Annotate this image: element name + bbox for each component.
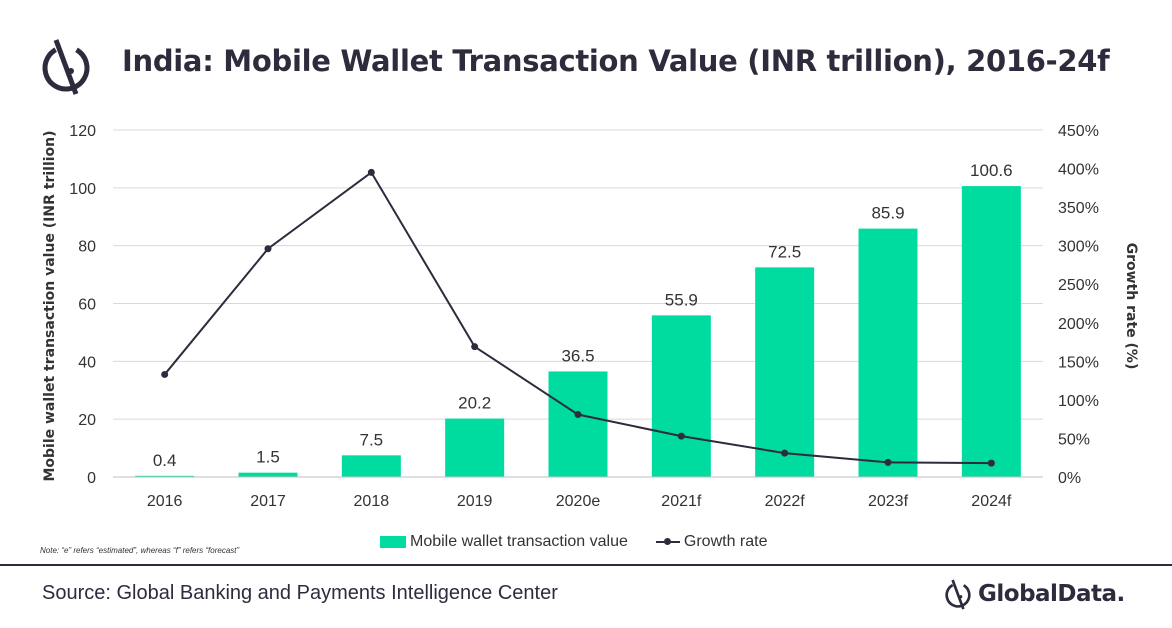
header: India: Mobile Wallet Transaction Value (… bbox=[0, 0, 1172, 110]
legend-swatch-line bbox=[655, 538, 680, 545]
chart-title: India: Mobile Wallet Transaction Value (… bbox=[122, 44, 1110, 78]
legend-label-growth: Growth rate bbox=[683, 533, 768, 550]
x-tick-label: 2021f bbox=[661, 493, 702, 510]
y2-tick-label: 50% bbox=[1058, 431, 1090, 448]
bar bbox=[135, 475, 195, 477]
bar-value-label: 7.5 bbox=[360, 430, 384, 449]
y2-tick-label: 100% bbox=[1058, 393, 1099, 410]
bar bbox=[238, 472, 298, 477]
x-tick-label: 2016 bbox=[147, 493, 183, 510]
bar bbox=[341, 455, 401, 477]
legend: Mobile wallet transaction value Growth r… bbox=[380, 531, 767, 553]
footer-divider bbox=[0, 564, 1172, 566]
legend-item-value: Mobile wallet transaction value bbox=[380, 533, 628, 551]
bar-value-label: 36.5 bbox=[561, 346, 594, 365]
legend-swatch-bar bbox=[380, 536, 406, 548]
brand-logo: GlobalData. bbox=[944, 577, 1125, 611]
y-tick-label: 0 bbox=[87, 470, 96, 487]
growth-line-layer bbox=[161, 168, 995, 467]
y2-tick-label: 250% bbox=[1058, 277, 1099, 294]
y2-tick-label: 0% bbox=[1058, 470, 1081, 487]
left-axis-ticks: 0 20 40 60 80 100 120 bbox=[69, 123, 96, 487]
growth-point bbox=[987, 459, 995, 467]
y2-axis-label: Growth rate (%) bbox=[1123, 243, 1139, 370]
bar-value-label: 20.2 bbox=[458, 394, 491, 413]
x-tick-label: 2024f bbox=[971, 493, 1012, 510]
source-text: Source: Global Banking and Payments Inte… bbox=[42, 582, 558, 604]
y2-tick-label: 400% bbox=[1058, 162, 1099, 179]
bar bbox=[961, 186, 1021, 477]
legend-item-growth: Growth rate bbox=[655, 533, 768, 551]
x-tick-label: 2019 bbox=[457, 493, 493, 510]
y-tick-label: 100 bbox=[69, 181, 96, 198]
globaldata-symbol-icon bbox=[42, 39, 90, 95]
brand-name: GlobalData. bbox=[978, 581, 1125, 607]
bar-value-label: 1.5 bbox=[256, 448, 280, 467]
growth-point bbox=[367, 168, 375, 176]
x-tick-label: 2018 bbox=[354, 493, 390, 510]
y-tick-label: 80 bbox=[78, 239, 96, 256]
y2-tick-label: 450% bbox=[1058, 123, 1099, 140]
bar-value-label: 85.9 bbox=[871, 204, 904, 223]
y-tick-label: 40 bbox=[78, 354, 96, 371]
bar bbox=[858, 228, 918, 477]
x-tick-label: 2022f bbox=[765, 493, 806, 510]
bar-value-label: 100.6 bbox=[970, 161, 1013, 180]
footnote: Note: “e” refers “estimated”, whereas “f… bbox=[40, 546, 240, 555]
growth-point bbox=[884, 458, 892, 466]
x-tick-label: 2020e bbox=[556, 493, 601, 510]
y-axis-label: Mobile wallet transaction value (INR tri… bbox=[42, 130, 58, 481]
right-axis-ticks: 0% 50% 100% 150% 200% 250% 300% 350% 400% 450% bbox=[1058, 123, 1099, 487]
y-tick-label: 120 bbox=[69, 123, 96, 140]
x-tick-label: 2017 bbox=[250, 493, 286, 510]
bar-labels: 0.4 1.5 7.5 20.2 36.5 55.9 72.5 85.9 100.6 bbox=[153, 161, 1013, 470]
growth-point bbox=[471, 343, 479, 351]
y-tick-label: 60 bbox=[78, 297, 96, 314]
bar bbox=[755, 267, 815, 477]
bar-value-label: 0.4 bbox=[153, 451, 177, 470]
growth-point bbox=[677, 432, 685, 440]
legend-label-value: Mobile wallet transaction value bbox=[410, 533, 628, 550]
chart: 0.4 1.5 7.5 20.2 36.5 55.9 72.5 85.9 100.6 0 20 40… bbox=[42, 123, 1139, 510]
bar-value-label: 72.5 bbox=[768, 242, 801, 261]
y2-tick-label: 300% bbox=[1058, 239, 1099, 256]
bar bbox=[548, 371, 608, 477]
growth-point bbox=[264, 245, 272, 253]
y2-tick-label: 150% bbox=[1058, 354, 1099, 371]
growth-point bbox=[781, 449, 789, 457]
bar bbox=[651, 315, 711, 477]
bars bbox=[135, 186, 1021, 477]
y2-tick-label: 350% bbox=[1058, 200, 1099, 217]
x-axis-ticks: 2016 2017 2018 2019 2020e 2021f 2022f 2023f 2024… bbox=[147, 493, 1012, 510]
growth-point bbox=[574, 411, 582, 419]
x-tick-label: 2023f bbox=[868, 493, 909, 510]
y-tick-label: 20 bbox=[78, 412, 96, 429]
bar bbox=[445, 418, 505, 477]
bar-value-label: 55.9 bbox=[665, 290, 698, 309]
globaldata-symbol-icon bbox=[945, 579, 971, 610]
growth-point bbox=[161, 370, 169, 378]
y2-tick-label: 200% bbox=[1058, 316, 1099, 333]
